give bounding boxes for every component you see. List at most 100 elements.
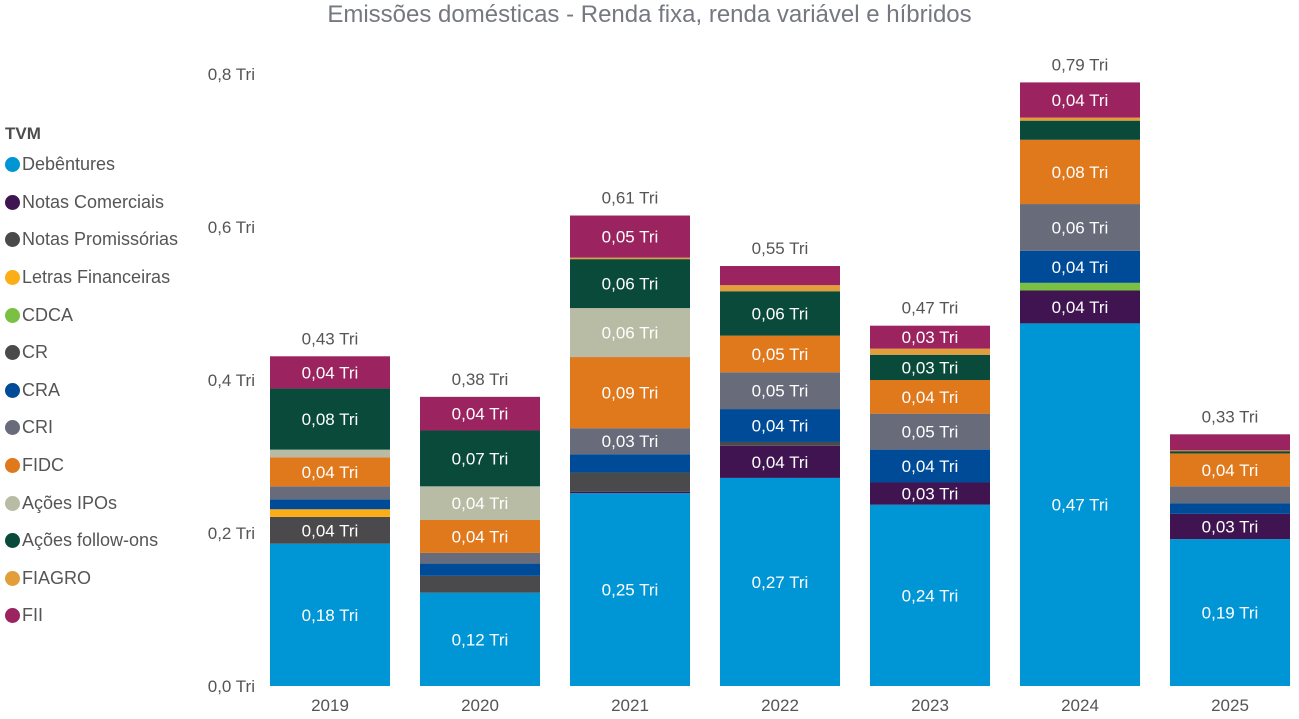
bar-segment-fiagro-2021[interactable] — [570, 257, 690, 260]
legend-item-fiagro[interactable]: FIAGRO — [5, 560, 178, 598]
bar-segment-cra-2019[interactable] — [270, 499, 390, 510]
bar-segment-debentures-2025[interactable] — [1170, 539, 1290, 686]
bar-segment-acoes-follow-ons-2021[interactable] — [570, 259, 690, 309]
data-label: 0,04 Tri — [302, 521, 359, 540]
bar-segment-acoes-follow-ons-2022[interactable] — [720, 291, 840, 336]
total-label: 0,61 Tri — [602, 189, 659, 208]
data-label: 0,04 Tri — [1052, 91, 1109, 110]
legend-marker-icon — [5, 307, 20, 323]
bar-segment-cdca-2024[interactable] — [1020, 282, 1140, 291]
legend-item-letras-financeiras[interactable]: Letras Financeiras — [5, 259, 178, 297]
bar-segment-notas-promissorias-2020[interactable] — [420, 575, 540, 593]
bar-segment-notas-promissorias-2021[interactable] — [570, 472, 690, 492]
bar-segment-notas-comerciais-2021[interactable] — [570, 491, 690, 494]
bar-segment-acoes-ipos-2020[interactable] — [420, 486, 540, 520]
bar-segment-acoes-follow-ons-2025[interactable] — [1170, 451, 1290, 454]
bar-segment-fidc-2021[interactable] — [570, 357, 690, 429]
legend-item-acoes-ipos[interactable]: Ações IPOs — [5, 484, 178, 522]
bar-segment-notas-promissorias-2019[interactable] — [270, 516, 390, 544]
bar-segment-acoes-ipos-2021[interactable] — [570, 308, 690, 358]
bar-segment-cra-2024[interactable] — [1020, 250, 1140, 283]
x-tick-label: 2024 — [1061, 696, 1099, 715]
data-label: 0,06 Tri — [1052, 218, 1109, 237]
bar-segment-fidc-2019[interactable] — [270, 457, 390, 487]
legend-item-cdca[interactable]: CDCA — [5, 296, 178, 334]
bar-segment-debentures-2020[interactable] — [420, 592, 540, 686]
bar-segment-notas-comerciais-2022[interactable] — [720, 445, 840, 478]
bar-segment-cri-2025[interactable] — [1170, 486, 1290, 504]
bar-segment-debentures-2021[interactable] — [570, 493, 690, 686]
bar-segment-debentures-2022[interactable] — [720, 477, 840, 686]
legend-label: Debêntures — [22, 154, 116, 175]
data-label: 0,08 Tri — [1052, 163, 1109, 182]
bar-segment-fiagro-2024[interactable] — [1020, 117, 1140, 121]
bar-segment-notas-comerciais-2025[interactable] — [1170, 513, 1290, 540]
bar-segment-fii-2020[interactable] — [420, 396, 540, 431]
data-label: 0,03 Tri — [902, 328, 959, 347]
legend-label: CR — [22, 342, 48, 363]
bar-segment-acoes-follow-ons-2020[interactable] — [420, 430, 540, 487]
data-label: 0,04 Tri — [752, 453, 809, 472]
bar-segment-cri-2022[interactable] — [720, 372, 840, 410]
bar-segment-acoes-follow-ons-2023[interactable] — [870, 354, 990, 380]
bar-segment-fii-2022[interactable] — [720, 266, 840, 286]
legend-label: Ações IPOs — [22, 492, 118, 513]
bar-segment-fiagro-2025[interactable] — [1170, 450, 1290, 452]
legend-marker-icon — [5, 495, 20, 511]
legend-item-notas-comerciais[interactable]: Notas Comerciais — [5, 184, 178, 222]
bar-segment-cri-2020[interactable] — [420, 552, 540, 564]
bar-segment-notas-comerciais-2023[interactable] — [870, 482, 990, 505]
bar-segment-acoes-follow-ons-2019[interactable] — [270, 388, 390, 450]
legend-item-acoes-follow-ons[interactable]: Ações follow-ons — [5, 522, 178, 560]
legend-marker-icon — [5, 194, 20, 210]
y-tick-label: 0,0 Tri — [208, 677, 255, 696]
legend: TVM Debêntures Notas Comerciais Notas Prom… — [5, 124, 178, 635]
bar-segment-debentures-2024[interactable] — [1020, 323, 1140, 686]
bar-segment-cra-2023[interactable] — [870, 449, 990, 483]
bar-segment-notas-comerciais-2024[interactable] — [1020, 290, 1140, 324]
bar-segment-fidc-2022[interactable] — [720, 335, 840, 373]
data-label: 0,24 Tri — [902, 586, 959, 605]
bar-segment-cri-2023[interactable] — [870, 413, 990, 450]
bar-segment-cri-2021[interactable] — [570, 428, 690, 455]
bar-segment-acoes-ipos-2019[interactable] — [270, 449, 390, 458]
bar-segment-cra-2020[interactable] — [420, 563, 540, 576]
legend-item-fii[interactable]: FII — [5, 597, 178, 635]
bar-segment-fii-2024[interactable] — [1020, 82, 1140, 118]
data-label: 0,08 Tri — [302, 410, 359, 429]
legend-marker-icon — [5, 382, 20, 398]
bar-segment-notas-promissorias-2022[interactable] — [720, 441, 840, 446]
legend-item-debentures[interactable]: Debêntures — [5, 146, 178, 184]
legend-item-fidc[interactable]: FIDC — [5, 447, 178, 485]
bar-segment-cra-2022[interactable] — [720, 409, 840, 442]
bar-segment-cra-2025[interactable] — [1170, 503, 1290, 514]
bar-segment-fii-2025[interactable] — [1170, 434, 1290, 451]
bar-segment-acoes-follow-ons-2024[interactable] — [1020, 120, 1140, 140]
bar-segment-fidc-2020[interactable] — [420, 519, 540, 553]
bar-segment-fii-2021[interactable] — [570, 215, 690, 258]
bar-segment-fiagro-2023[interactable] — [870, 348, 990, 355]
bar-segment-debentures-2023[interactable] — [870, 504, 990, 686]
bar-segment-debentures-2019[interactable] — [270, 543, 390, 686]
legend-item-cr[interactable]: CR — [5, 334, 178, 372]
bar-segment-fiagro-2022[interactable] — [720, 285, 840, 292]
bar-segment-letras-financeiras-2019[interactable] — [270, 509, 390, 517]
data-label: 0,04 Tri — [1052, 258, 1109, 277]
data-label: 0,05 Tri — [602, 228, 659, 247]
bar-segment-cra-2021[interactable] — [570, 454, 690, 473]
y-tick-label: 0,8 Tri — [208, 65, 255, 84]
legend-item-cri[interactable]: CRI — [5, 409, 178, 447]
legend-marker-icon — [5, 345, 20, 361]
legend-item-notas-promissorias[interactable]: Notas Promissórias — [5, 221, 178, 259]
bar-segment-cri-2024[interactable] — [1020, 204, 1140, 251]
bar-segment-cri-2019[interactable] — [270, 486, 390, 500]
bar-segment-fii-2023[interactable] — [870, 325, 990, 349]
bar-segment-fidc-2025[interactable] — [1170, 453, 1290, 487]
data-label: 0,19 Tri — [1202, 604, 1259, 623]
bar-segment-fidc-2023[interactable] — [870, 380, 990, 414]
y-tick-label: 0,6 Tri — [208, 218, 255, 237]
bar-segment-fidc-2024[interactable] — [1020, 139, 1140, 205]
legend-item-cra[interactable]: CRA — [5, 372, 178, 410]
bar-segment-fii-2019[interactable] — [270, 356, 390, 389]
